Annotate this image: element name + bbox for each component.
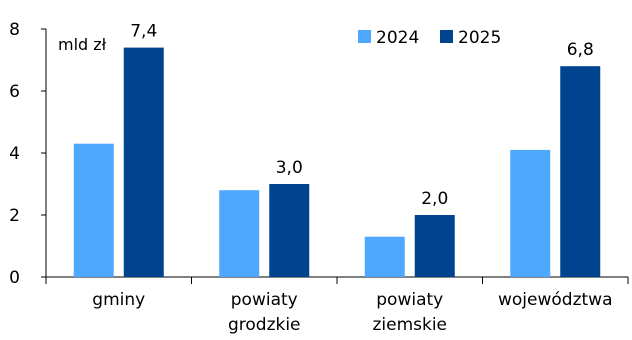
legend-swatch-2025: [440, 30, 453, 43]
category-label: powiaty: [231, 290, 298, 310]
category-label: województwa: [498, 290, 613, 310]
bar-2025-2: [414, 215, 455, 277]
y-tick-label: 0: [9, 268, 20, 288]
category-label: ziemskie: [372, 315, 447, 335]
y-tick-label: 8: [9, 20, 20, 40]
data-label: 6,8: [567, 40, 594, 60]
bar-2024-1: [219, 190, 260, 277]
bar-2025-1: [269, 184, 310, 277]
category-label: powiaty: [376, 290, 443, 310]
bar-2025-0: [123, 47, 164, 277]
legend-label: 2025: [458, 28, 501, 48]
legend: 2024 2025: [358, 28, 501, 48]
data-label: 7,4: [130, 22, 157, 42]
category-label: grodzkie: [228, 315, 301, 335]
bar-2024-0: [73, 143, 114, 277]
legend-label: 2024: [376, 28, 419, 48]
data-label: 3,0: [276, 158, 303, 178]
y-tick-label: 4: [9, 144, 20, 164]
legend-swatch-2024: [358, 30, 371, 43]
bar-2024-2: [364, 236, 405, 277]
category-label: gminy: [92, 290, 145, 310]
bar-2025-3: [560, 66, 601, 277]
labels: 7,4 gminy 3,0 powiaty grodzkie 2,0 powiaty ziem…: [92, 22, 612, 335]
y-tick-label: 2: [9, 206, 20, 226]
bar-2024-3: [510, 149, 551, 277]
bars: [73, 47, 601, 277]
unit-label: mld zł: [58, 35, 107, 54]
y-tick-label: 6: [9, 82, 20, 102]
data-label: 2,0: [421, 189, 448, 209]
